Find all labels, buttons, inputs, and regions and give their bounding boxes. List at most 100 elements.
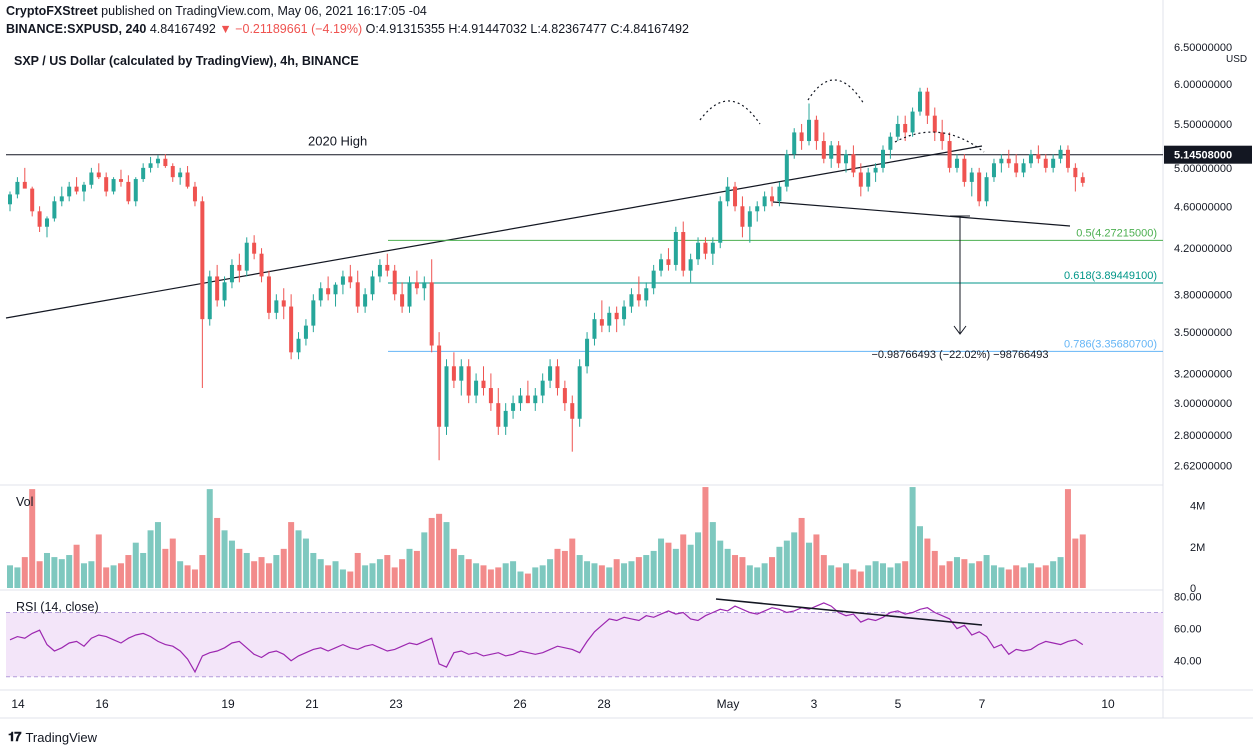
candle-body (8, 194, 12, 205)
volume-bar (1057, 557, 1064, 588)
volume-bar (953, 557, 960, 588)
volume-bar (739, 557, 746, 588)
volume-bar (177, 561, 184, 588)
candle-body (836, 145, 841, 164)
candle-body (696, 242, 701, 260)
volume-bar (976, 561, 983, 588)
volume-bar (1020, 567, 1027, 588)
price-tick-label: 3.00000000 (1174, 398, 1232, 410)
volume-bar (709, 522, 716, 588)
volume-bar (776, 546, 783, 588)
volume-bar (162, 548, 169, 588)
candle-body (89, 172, 94, 185)
volume-bar (1013, 565, 1020, 588)
candle-body (96, 172, 101, 178)
volume-bar (421, 532, 428, 588)
volume-bar (857, 571, 864, 588)
candle-body (984, 177, 989, 202)
current-price-label: 5.14508000 (1174, 150, 1232, 162)
candle-body (1021, 163, 1026, 173)
left-shoulder-arc (699, 100, 761, 125)
candle-body (733, 186, 738, 207)
volume-bar (110, 565, 117, 588)
volume-bar (280, 548, 287, 588)
candle-body (141, 167, 146, 180)
volume-bar (339, 569, 346, 588)
volume-bar (428, 517, 435, 588)
candle-body (1036, 154, 1041, 159)
volume-tick-label: 0 (1190, 583, 1196, 595)
volume-tick-label: 2M (1190, 542, 1205, 554)
candle-body (429, 282, 434, 346)
volume-bar (783, 540, 790, 588)
candle-body (910, 111, 915, 133)
candle-body (1080, 177, 1085, 183)
time-tick-label: 3 (811, 697, 818, 711)
candle-body (991, 163, 996, 178)
candle-body (444, 366, 449, 427)
volume-bar (872, 561, 879, 588)
volume-bar (754, 567, 761, 588)
candle-body (488, 388, 493, 404)
volume-bar (399, 559, 406, 588)
volume-bar (495, 567, 502, 588)
candle-body (917, 91, 922, 112)
candle-body (437, 345, 442, 427)
head-arc (807, 79, 865, 105)
fib-level-label: 0.5(4.27215000) (1076, 227, 1157, 239)
volume-bar (184, 565, 191, 588)
candle-body (274, 300, 279, 313)
candle-body (355, 282, 360, 307)
candle-body (259, 253, 264, 277)
volume-bar (946, 561, 953, 588)
volume-bar (125, 555, 132, 588)
volume-bar (1027, 563, 1034, 588)
candle-body (407, 282, 412, 307)
volume-bar (791, 532, 798, 588)
rising-trendline (5, 145, 983, 319)
time-tick-label: 26 (513, 697, 527, 711)
volume-bar (939, 565, 946, 588)
close-value: 4.84167492 (622, 22, 689, 36)
volume-bar (628, 561, 635, 588)
volume-bar (524, 573, 531, 588)
volume-bar (58, 559, 65, 588)
volume-bar (510, 561, 517, 588)
open-label: O: (365, 22, 379, 36)
candle-body (170, 166, 175, 178)
volume-bar (635, 557, 642, 588)
candle-body (644, 288, 649, 301)
candle-body (370, 276, 375, 295)
volume-bar (465, 559, 472, 588)
volume-bar (391, 567, 398, 588)
volume-bar (983, 555, 990, 588)
publisher-name: CryptoFXStreet (6, 4, 98, 18)
volume-bar (36, 561, 43, 588)
candle-body (799, 132, 804, 142)
candle-body (570, 403, 575, 419)
candle-body (229, 264, 234, 283)
tradingview-brand[interactable]: 𝟏𝟕 TradingView (8, 729, 97, 745)
candle-body (377, 264, 382, 277)
volume-bar (517, 571, 524, 588)
candle-body (777, 186, 782, 202)
volume-bar (317, 559, 324, 588)
volume-bar (243, 552, 250, 588)
candle-body (548, 366, 553, 381)
candle-body (303, 325, 308, 339)
volume-bar (14, 567, 21, 588)
volume-bar (302, 538, 309, 588)
candle-body (1065, 149, 1070, 168)
candle-body (962, 158, 967, 182)
volume-bar (902, 561, 909, 588)
volume-bar (547, 559, 554, 588)
candle-body (821, 141, 826, 159)
candle-body (400, 294, 405, 307)
volume-bar (998, 567, 1005, 588)
volume-bar (584, 561, 591, 588)
candle-body (1006, 158, 1011, 164)
candle-body (30, 188, 35, 212)
price-tick-label: 5.00000000 (1174, 163, 1232, 175)
rsi-line (9, 602, 1084, 674)
